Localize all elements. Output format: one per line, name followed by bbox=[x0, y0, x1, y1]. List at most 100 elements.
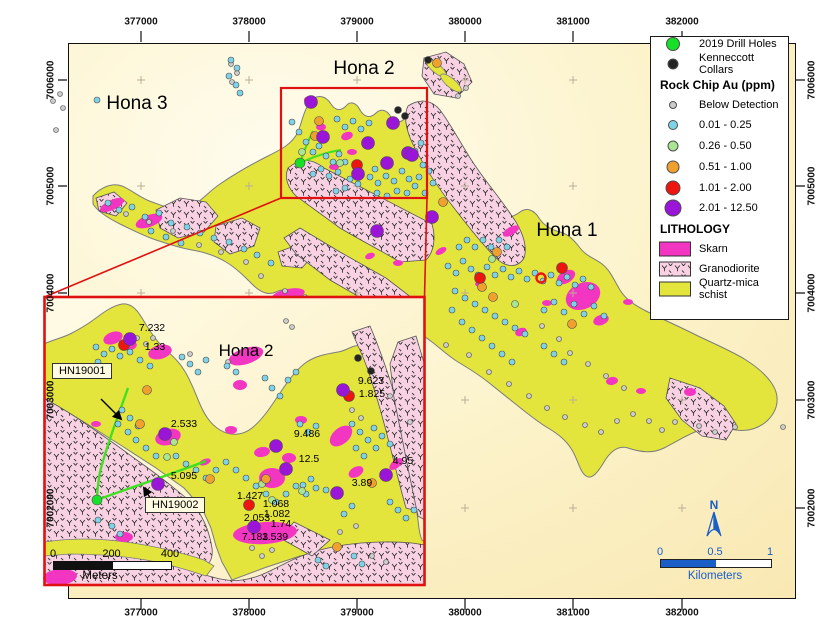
km-scalebar: 0 0.5 1 Kilometers bbox=[645, 546, 785, 582]
km-scalebar-tick: 0 bbox=[656, 546, 664, 558]
legend-row: 2019 Drill Holes bbox=[651, 34, 788, 54]
legend-swatch-granodiorite bbox=[659, 261, 691, 277]
axis-label-easting-bottom: 381000 bbox=[556, 607, 590, 619]
legend-label: Quartz-mica schist bbox=[699, 277, 759, 301]
sample-value-label: 12.5 bbox=[298, 453, 320, 465]
legend-row: 2.01 - 12.50 bbox=[651, 198, 788, 218]
legend-row: Rock Chip Au (ppm) bbox=[651, 75, 788, 95]
axis-label-easting-top: 377000 bbox=[124, 16, 158, 28]
sample-value-label: 3.89 bbox=[351, 477, 373, 489]
sample-value-label: 1.825 bbox=[358, 388, 386, 400]
meters-scalebar-tick: 200 bbox=[102, 548, 121, 560]
axis-label-easting-bottom: 378000 bbox=[232, 607, 266, 619]
km-scalebar-bar bbox=[660, 559, 772, 568]
north-arrow: N bbox=[698, 498, 730, 540]
meters-scalebar-tick: 0 bbox=[49, 548, 57, 560]
legend-symbol-c3 bbox=[666, 160, 680, 174]
axis-label-easting-top: 378000 bbox=[232, 16, 266, 28]
sample-value-label: 7.183 bbox=[241, 531, 269, 543]
legend-label: Granodiorite bbox=[699, 263, 760, 275]
meters-scalebar-tick: 400 bbox=[160, 548, 180, 560]
sample-value-label: 1.082 bbox=[263, 508, 291, 520]
axis-label-easting-bottom: 377000 bbox=[124, 607, 158, 619]
km-scalebar-fill bbox=[661, 560, 716, 567]
axis-label-northing-right: 7002000 bbox=[806, 488, 818, 528]
inset-title: Hona 2 bbox=[218, 341, 274, 360]
legend-row: 0.01 - 0.25 bbox=[651, 115, 788, 135]
axis-label-northing-right: 7004000 bbox=[806, 273, 818, 313]
drillhole-callout-hn19001: HN19001 bbox=[52, 363, 113, 379]
axis-label-northing-left: 7004000 bbox=[45, 273, 57, 313]
legend-row: 0.51 - 1.00 bbox=[651, 157, 788, 177]
legend-symbol-drill bbox=[666, 37, 680, 51]
axis-label-northing-left: 7003000 bbox=[45, 380, 57, 420]
sample-value-label: 1.068 bbox=[262, 498, 290, 510]
legend-row: Skarn bbox=[651, 239, 788, 259]
axis-label-easting-top: 382000 bbox=[665, 16, 699, 28]
axis-label-easting-top: 379000 bbox=[340, 16, 374, 28]
axis-label-easting-top: 381000 bbox=[556, 16, 590, 28]
legend-row: Quartz-mica schist bbox=[651, 277, 788, 301]
region-label-hona2: Hona 2 bbox=[333, 58, 395, 79]
axis-label-northing-right: 7005000 bbox=[806, 166, 818, 206]
sample-value-label: 5.095 bbox=[170, 470, 198, 482]
sample-value-label: 2.053 bbox=[243, 512, 271, 524]
north-label: N bbox=[709, 498, 719, 512]
legend-label: Skarn bbox=[699, 243, 728, 255]
legend-row: 0.26 - 0.50 bbox=[651, 136, 788, 156]
legend-symbol-below bbox=[669, 101, 677, 109]
legend-row: LITHOLOGY bbox=[651, 219, 788, 239]
legend-row: Kenneccott Collars bbox=[651, 52, 788, 76]
km-scalebar-tick: 1 bbox=[766, 546, 774, 558]
sample-value-label: 2.533 bbox=[170, 418, 198, 430]
sample-value-label: 1.74 bbox=[270, 518, 292, 530]
km-scalebar-unit: Kilometers bbox=[687, 570, 743, 582]
legend-label: 1.01 - 2.00 bbox=[699, 182, 752, 194]
legend-label: 0.01 - 0.25 bbox=[699, 119, 752, 131]
sample-value-label: 9.486 bbox=[293, 428, 321, 440]
north-arrow-icon bbox=[706, 511, 722, 537]
axis-label-easting-top: 380000 bbox=[448, 16, 482, 28]
sample-dot-below bbox=[53, 127, 59, 133]
sample-value-label: 1.33 bbox=[144, 341, 166, 353]
axis-label-easting-bottom: 382000 bbox=[665, 607, 699, 619]
drillhole-callout-hn19002: HN19002 bbox=[145, 497, 206, 513]
axis-label-northing-left: 7005000 bbox=[45, 166, 57, 206]
sample-dot-below bbox=[57, 91, 63, 97]
legend-label: Below Detection bbox=[699, 99, 779, 111]
legend-label: 0.51 - 1.00 bbox=[699, 161, 752, 173]
meters-scalebar-bar bbox=[53, 561, 172, 570]
sample-value-label: 4.95 bbox=[392, 455, 414, 467]
sample-value-label: 1.539 bbox=[261, 531, 289, 543]
sample-value-label: 9.623 bbox=[357, 375, 385, 387]
axis-label-northing-right: 7003000 bbox=[806, 380, 818, 420]
legend-label: Kenneccott Collars bbox=[699, 52, 755, 76]
legend-header: Rock Chip Au (ppm) bbox=[660, 78, 775, 92]
sample-value-label: 7.232 bbox=[138, 322, 166, 334]
legend-label: 0.26 - 0.50 bbox=[699, 140, 752, 152]
legend-row: 1.01 - 2.00 bbox=[651, 178, 788, 198]
axis-label-easting-bottom: 380000 bbox=[448, 607, 482, 619]
map-legend: 2019 Drill Holes Kenneccott Collars Rock C… bbox=[650, 36, 789, 320]
legend-swatch-skarn bbox=[659, 241, 691, 257]
legend-header: LITHOLOGY bbox=[660, 222, 730, 236]
legend-symbol-c4 bbox=[665, 180, 681, 196]
legend-row: Below Detection bbox=[651, 95, 788, 115]
legend-label: 2019 Drill Holes bbox=[699, 38, 777, 50]
legend-symbol-c1 bbox=[668, 120, 678, 130]
sample-value-label: 1.427 bbox=[236, 490, 264, 502]
region-label-hona1: Hona 1 bbox=[536, 220, 598, 241]
region-label-hona3: Hona 3 bbox=[106, 93, 168, 114]
sample-dot-below bbox=[60, 105, 66, 111]
axis-label-easting-bottom: 379000 bbox=[340, 607, 374, 619]
meters-scalebar-fill bbox=[54, 562, 113, 569]
meters-scalebar-unit: Meters bbox=[82, 570, 118, 582]
legend-label: 2.01 - 12.50 bbox=[699, 202, 758, 214]
axis-label-northing-left: 7006000 bbox=[45, 60, 57, 100]
legend-symbol-c5 bbox=[664, 199, 682, 217]
meters-scalebar: 0 200 400 Meters bbox=[45, 548, 180, 582]
axis-label-northing-left: 7002000 bbox=[45, 488, 57, 528]
legend-symbol-c2 bbox=[667, 140, 679, 152]
legend-row: Granodiorite bbox=[651, 259, 788, 279]
